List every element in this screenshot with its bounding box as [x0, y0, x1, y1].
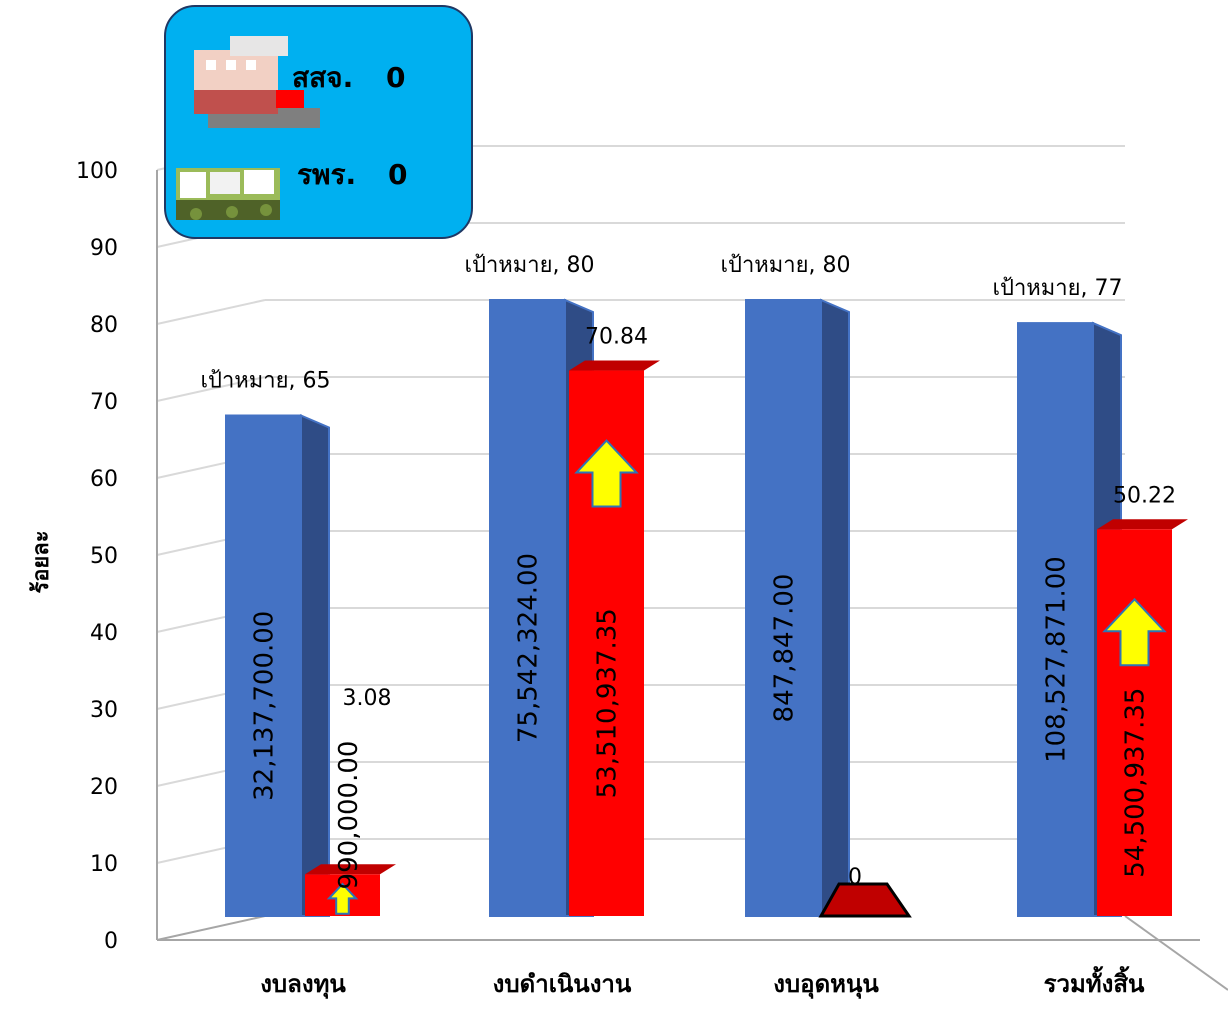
actual-amount-label: 54,500,937.35: [1121, 688, 1151, 878]
actual-label: 50.22: [1113, 483, 1176, 508]
y-tick-label: 80: [90, 313, 118, 338]
y-tick-label: 50: [90, 544, 118, 569]
floor-right-edge: [1124, 915, 1228, 991]
actual-label: 70.84: [585, 325, 648, 350]
hospital-value: 0: [388, 158, 407, 191]
office-value: 0: [386, 61, 405, 94]
up-arrow-icon: [1102, 597, 1167, 667]
target-label: เป้าหมาย, 77: [992, 276, 1122, 301]
x-tick-label: รวมทั้งสิ้น: [1044, 965, 1145, 998]
target-label: เป้าหมาย, 65: [200, 369, 330, 394]
target-amount-label: 108,527,871.00: [1042, 556, 1072, 763]
gridline-depth: [156, 376, 266, 402]
y-tick-label: 100: [76, 159, 118, 184]
axes: [156, 170, 1228, 991]
target-bar: [745, 299, 822, 917]
actual-label: 0: [848, 865, 862, 890]
info-panel: สสจ. 0 รพร. 0: [164, 5, 473, 239]
bars: [225, 298, 1188, 918]
y-axis-label: ร้อยละ: [29, 530, 54, 593]
y-tick-label: 0: [104, 929, 118, 954]
up-arrow-icon: [574, 439, 639, 508]
actual-amount-label: 53,510,937.35: [593, 608, 623, 798]
x-tick-label: งบอุดหนุน: [773, 970, 879, 1000]
actual-bar-flat: [818, 882, 912, 918]
actual-bar-top: [305, 864, 396, 875]
y-tick-label: 90: [90, 236, 118, 261]
gridlines: [156, 145, 1125, 864]
hospital-label: รพร.: [297, 158, 356, 191]
y-tick-label: 70: [90, 390, 118, 415]
target-bar: [489, 299, 566, 917]
gridline-depth: [156, 299, 266, 325]
x-tick-label: งบดำเนินงาน: [493, 970, 632, 998]
actual-bar: [1097, 529, 1172, 916]
target-amount-label: 847,847.00: [770, 574, 800, 723]
y-tick-label: 60: [90, 467, 118, 492]
target-bar: [1017, 322, 1094, 918]
target-label: เป้าหมาย, 80: [720, 253, 850, 278]
target-bar-side: [300, 413, 330, 917]
office-label: สสจ.: [292, 61, 353, 94]
y-tick-label: 10: [90, 852, 118, 877]
target-bar: [225, 414, 302, 917]
actual-bar-top: [569, 360, 660, 371]
target-bar-side: [820, 298, 850, 917]
y-tick-label: 20: [90, 775, 118, 800]
y-tick-label: 40: [90, 621, 118, 646]
actual-amount-label: 990,000.00: [334, 741, 364, 890]
y-tick-label: 30: [90, 698, 118, 723]
actual-label: 3.08: [343, 686, 392, 711]
hospital-campus-icon: [176, 168, 280, 220]
x-tick-label: งบลงทุน: [260, 970, 346, 1000]
actual-bar-top: [1097, 519, 1188, 530]
floor-left-edge: [156, 915, 266, 941]
data-labels: 0 10 20 30 40 50 60 70 80 90 100 งบลงทุน งบดำเนินงาน…: [76, 159, 1176, 1000]
target-amount-label: 75,542,324.00: [514, 553, 544, 743]
office-building-icon: [194, 36, 320, 128]
target-label: เป้าหมาย, 80: [464, 253, 594, 278]
up-arrow-icon: [326, 882, 359, 915]
target-amount-label: 32,137,700.00: [250, 611, 280, 801]
